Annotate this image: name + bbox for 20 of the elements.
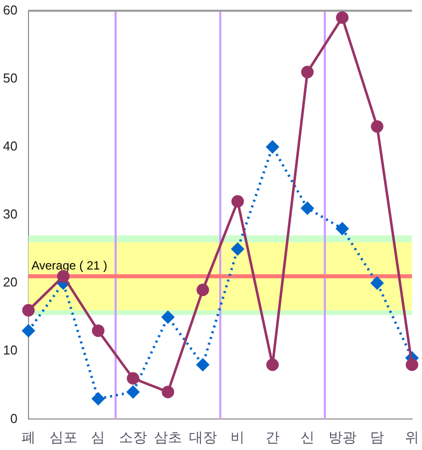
- x-tick-label: 신: [300, 430, 314, 446]
- y-tick-label: 10: [2, 342, 18, 358]
- x-tick-label: 방광: [328, 430, 356, 446]
- x-tick-label: 비: [230, 430, 245, 446]
- x-tick-label: 대장: [188, 430, 217, 446]
- y-tick-label: 60: [2, 2, 18, 18]
- y-tick-label: 20: [2, 274, 18, 290]
- y-tick-label: 40: [2, 138, 18, 154]
- x-tick-label: 담: [370, 430, 384, 446]
- x-tick-label: 간: [266, 430, 280, 446]
- ref-line-label: Average ( 21 ): [31, 258, 108, 273]
- x-tick-label: 심: [91, 430, 106, 446]
- x-tick-label: 소장: [119, 430, 148, 446]
- x-tick-label: 삼초: [154, 430, 182, 446]
- y-tick-label: 30: [2, 206, 18, 222]
- x-tick-label: 위: [405, 430, 419, 446]
- x-tick-label: 폐: [21, 430, 36, 446]
- y-tick-label: 0: [10, 410, 18, 426]
- x-tick-label: 심포: [49, 430, 78, 446]
- y-tick-label: 50: [2, 70, 18, 86]
